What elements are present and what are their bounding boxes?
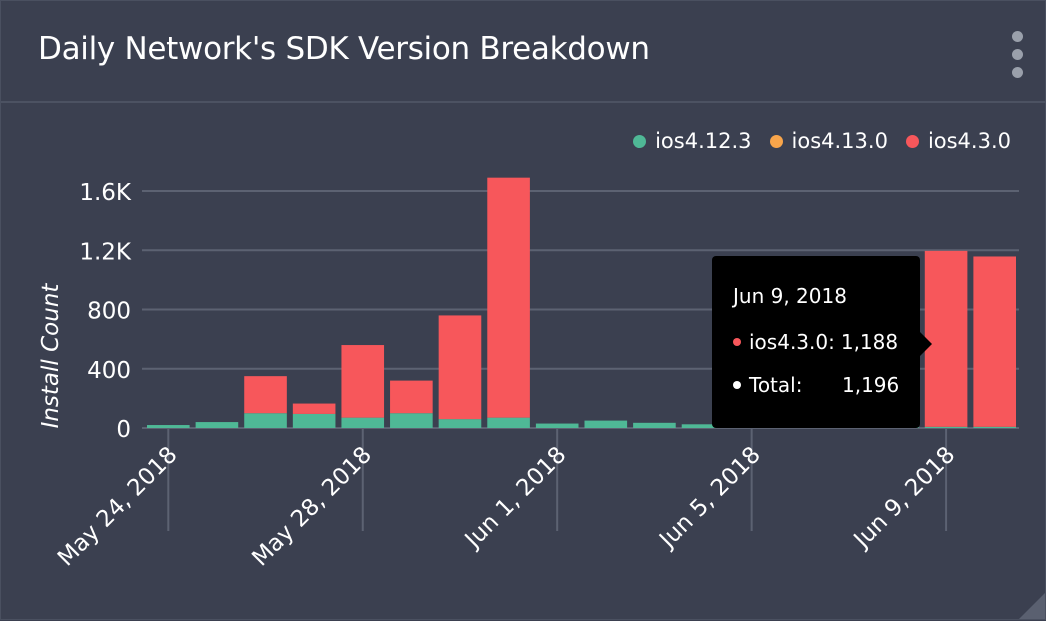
- tooltip-series-dot: [733, 338, 741, 346]
- bar-segment-ios4-12-3: [681, 424, 725, 428]
- chart-tooltip: Jun 9, 2018 ios4.3.0: 1,188 Total: 1,196: [712, 256, 932, 428]
- chart-legend: ios4.12.3 ios4.13.0 ios4.3.0: [633, 129, 1011, 153]
- tooltip-total-value: 1,196: [842, 373, 900, 397]
- bar-segment-ios4-3-0: [438, 315, 482, 420]
- x-tick-label: Jun 1, 2018: [459, 442, 571, 554]
- y-tick-label: 1.2K: [79, 239, 132, 265]
- bar-segment-ios4-12-3: [390, 413, 433, 428]
- y-tick-label: 400: [87, 358, 131, 384]
- tooltip-arrow: [920, 332, 932, 356]
- bar-segment-ios4-12-3: [292, 413, 336, 428]
- legend-item-ios4-13-0[interactable]: ios4.13.0: [769, 129, 888, 153]
- legend-swatch: [769, 134, 783, 148]
- widget-title: Daily Network's SDK Version Breakdown: [38, 31, 650, 67]
- legend-label: ios4.12.3: [655, 129, 752, 153]
- legend-swatch: [633, 134, 647, 148]
- legend-item-ios4-3-0[interactable]: ios4.3.0: [905, 129, 1011, 153]
- resize-handle-icon[interactable]: [1019, 593, 1045, 619]
- y-tick-label: 800: [87, 299, 131, 325]
- tooltip-total-row: Total:: [733, 373, 802, 397]
- x-tick-label: May 28, 2018: [247, 442, 377, 572]
- menu-dot: [1012, 67, 1023, 78]
- tooltip-series-row: ios4.3.0: 1,188: [733, 330, 898, 354]
- x-tick-label: Jun 9, 2018: [848, 442, 960, 554]
- bar-segment-ios4-3-0: [292, 403, 336, 414]
- bar-segment-ios4-3-0: [487, 177, 530, 418]
- bar-segment-ios4-12-3: [487, 417, 530, 428]
- tooltip-total-label: Total:: [749, 373, 803, 397]
- legend-label: ios4.3.0: [927, 129, 1011, 153]
- x-tick-label: Jun 5, 2018: [653, 442, 765, 554]
- tooltip-series-value: 1,188: [840, 330, 899, 354]
- legend-label: ios4.13.0: [791, 129, 888, 153]
- menu-dot: [1012, 31, 1023, 42]
- y-tick-label: 0: [116, 417, 131, 443]
- widget-header: Daily Network's SDK Version Breakdown: [1, 1, 1046, 103]
- bar-segment-ios4-3-0: [973, 256, 1016, 427]
- bar-segment-ios4-12-3: [244, 413, 287, 428]
- legend-item-ios4-12-3[interactable]: ios4.12.3: [633, 129, 752, 153]
- menu-dot: [1012, 49, 1023, 60]
- bar-segment-ios4-3-0: [244, 376, 287, 414]
- tooltip-series-label: ios4.3.0:: [749, 330, 835, 354]
- y-tick-label: 1.6K: [79, 180, 132, 206]
- tooltip-date: Jun 9, 2018: [733, 284, 847, 308]
- legend-swatch: [905, 134, 919, 148]
- bar-segment-ios4-12-3: [633, 422, 676, 428]
- bar-segment-ios4-12-3: [973, 426, 1016, 428]
- bar-segment-ios4-12-3: [341, 417, 385, 428]
- bar-segment-ios4-12-3: [147, 425, 190, 428]
- bar-segment-ios4-12-3: [924, 426, 968, 428]
- bar-segment-ios4-3-0: [341, 345, 385, 418]
- more-vertical-icon[interactable]: [1007, 31, 1027, 79]
- bar-segment-ios4-3-0: [390, 380, 433, 414]
- x-tick-label: May 24, 2018: [53, 442, 183, 572]
- tooltip-total-dot: [733, 381, 741, 389]
- bar-segment-ios4-12-3: [195, 422, 239, 428]
- bar-segment-ios4-12-3: [584, 420, 628, 428]
- bar-segment-ios4-12-3: [438, 419, 482, 428]
- bar-segment-ios4-12-3: [535, 423, 579, 428]
